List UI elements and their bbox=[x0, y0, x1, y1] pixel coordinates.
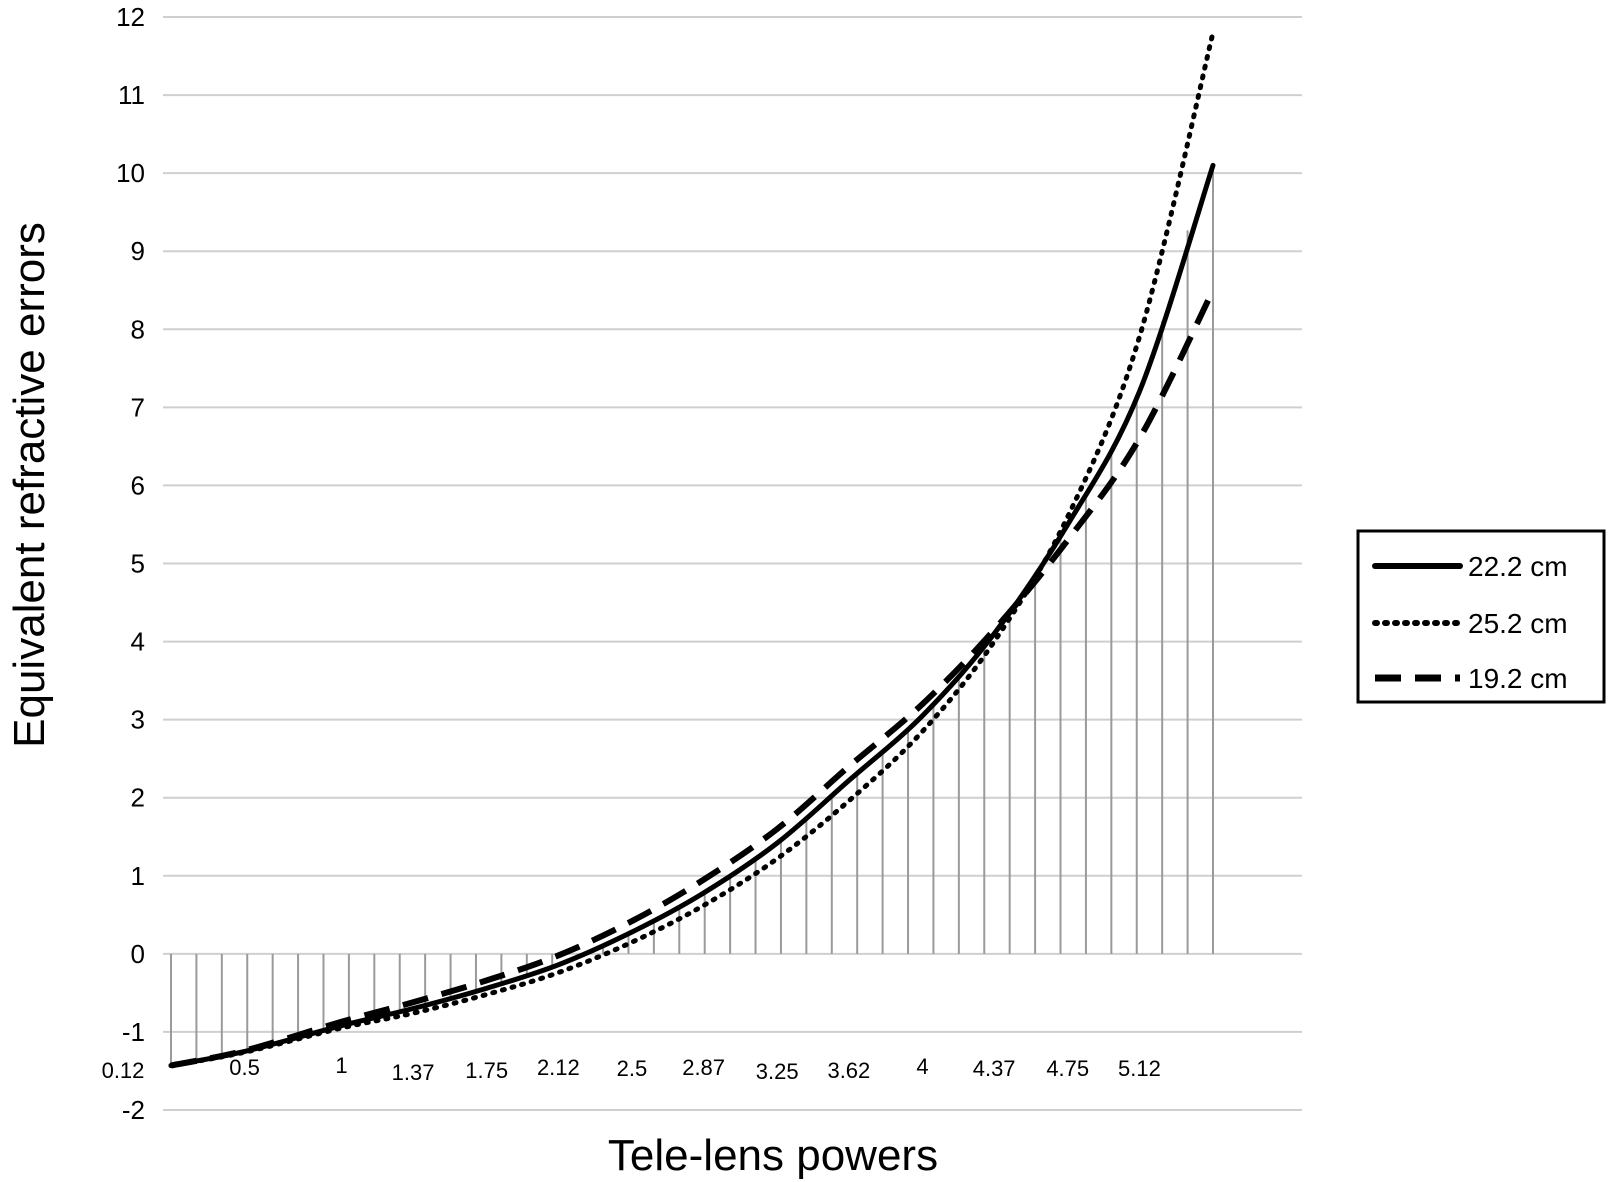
x-tick-label: 0.5 bbox=[229, 1055, 260, 1080]
series-line-19-2-cm bbox=[170, 288, 1216, 1069]
x-tick-label: 1.37 bbox=[392, 1060, 435, 1085]
series-line-22-2-cm bbox=[168, 162, 1216, 1068]
gridlines bbox=[163, 16, 1302, 1111]
y-tick-label: -2 bbox=[122, 1095, 145, 1125]
y-tick-label: 10 bbox=[116, 158, 145, 188]
x-tick-label: 4 bbox=[916, 1054, 928, 1079]
x-tick-label: 3.25 bbox=[756, 1059, 799, 1084]
y-tick-label: 1 bbox=[131, 861, 145, 891]
x-tick-label: 4.75 bbox=[1046, 1056, 1089, 1081]
y-tick-label: 5 bbox=[131, 549, 145, 579]
series-lines bbox=[168, 30, 1216, 1069]
y-tick-label: 12 bbox=[116, 2, 145, 32]
x-tick-label: 2.87 bbox=[682, 1055, 725, 1080]
x-tick-label: 2.12 bbox=[537, 1055, 580, 1080]
drop-lines bbox=[170, 165, 1214, 1066]
y-tick-label: -1 bbox=[122, 1017, 145, 1047]
y-tick-label: 9 bbox=[131, 236, 145, 266]
series-line-25-2-cm bbox=[168, 30, 1216, 1068]
legend-label: 19.2 cm bbox=[1468, 663, 1568, 694]
y-tick-label: 6 bbox=[131, 470, 145, 500]
x-tick-label: 5.12 bbox=[1118, 1056, 1161, 1081]
legend-label: 22.2 cm bbox=[1468, 551, 1568, 582]
legend-items: 22.2 cm 25.2 cm 19.2 cm bbox=[1372, 551, 1568, 694]
legend-label: 25.2 cm bbox=[1468, 608, 1568, 639]
legend: 22.2 cm 25.2 cm 19.2 cm bbox=[1356, 529, 1606, 704]
x-tick-label: 2.5 bbox=[617, 1056, 648, 1081]
legend-box bbox=[1356, 529, 1606, 704]
y-tick-label: 8 bbox=[131, 314, 145, 344]
y-axis-title: Equivalent refractive errors bbox=[5, 222, 54, 748]
y-tick-label: 4 bbox=[131, 627, 145, 657]
x-tick-label: 1.75 bbox=[465, 1058, 508, 1083]
y-tick-label: 3 bbox=[131, 705, 145, 735]
y-tick-label: 7 bbox=[131, 392, 145, 422]
y-tick-label: 11 bbox=[118, 80, 145, 110]
x-tick-label: 0.12 bbox=[102, 1058, 145, 1083]
x-tick-label: 3.62 bbox=[827, 1058, 870, 1083]
y-tick-label: 0 bbox=[131, 939, 145, 969]
x-tick-label: 4.37 bbox=[973, 1056, 1016, 1081]
x-axis-title: Tele-lens powers bbox=[608, 1131, 938, 1180]
y-tick-label: 2 bbox=[131, 783, 145, 813]
x-axis-ticks: 0.12 0.5 1 1.37 1.75 2.12 2.5 2.87 3.25 3.62 4 4.37… bbox=[102, 1053, 1161, 1085]
x-tick-label: 1 bbox=[335, 1053, 347, 1078]
